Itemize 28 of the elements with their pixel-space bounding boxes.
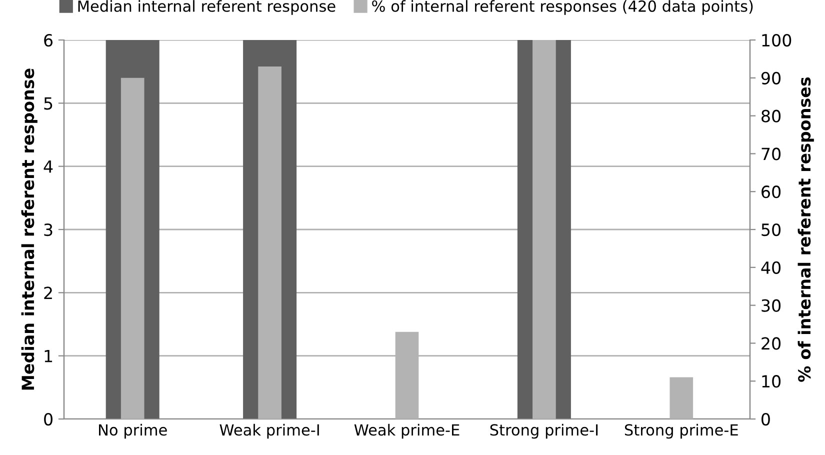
y-axis-title: Median internal referent response bbox=[21, 68, 38, 390]
x-tick-label: Strong prime-I bbox=[490, 424, 598, 439]
y2-tick-label: 60 bbox=[762, 186, 781, 198]
x-tick-label: No prime bbox=[99, 424, 167, 439]
y-tick-label: 5 bbox=[44, 97, 52, 110]
y-tick-label: 1 bbox=[44, 350, 52, 362]
y2-axis-title: % of internal referent responses bbox=[798, 77, 814, 382]
y2-tick-label: 90 bbox=[761, 72, 781, 84]
y2-tick-label: 80 bbox=[762, 110, 781, 122]
y2-tick-label: 50 bbox=[762, 223, 781, 236]
y2-tick-label: 40 bbox=[761, 261, 781, 274]
y2-tick-label: 10 bbox=[762, 375, 781, 388]
y2-tick-label: 70 bbox=[762, 148, 781, 160]
y2-tick-label: 20 bbox=[762, 337, 781, 350]
x-tick-label: Strong prime-E bbox=[624, 424, 738, 439]
y-tick-label: 3 bbox=[44, 223, 52, 236]
x-tick-label: Weak prime-E bbox=[354, 424, 460, 439]
y2-tick-label: 30 bbox=[762, 299, 781, 312]
x-tick-label: Weak prime-I bbox=[220, 424, 319, 439]
y-tick-label: 4 bbox=[44, 160, 53, 173]
y-tick-label: 0 bbox=[44, 412, 52, 426]
y-tick-label: 2 bbox=[44, 286, 52, 299]
legend-label: Median internal referent response bbox=[78, 0, 336, 15]
bar bbox=[670, 377, 694, 419]
legend-label: % of internal referent responses (420 data points) bbox=[372, 0, 753, 15]
y2-tick-label: 100 bbox=[762, 34, 792, 47]
y2-tick-label: 0 bbox=[762, 412, 770, 426]
y-tick-label: 6 bbox=[44, 34, 53, 47]
